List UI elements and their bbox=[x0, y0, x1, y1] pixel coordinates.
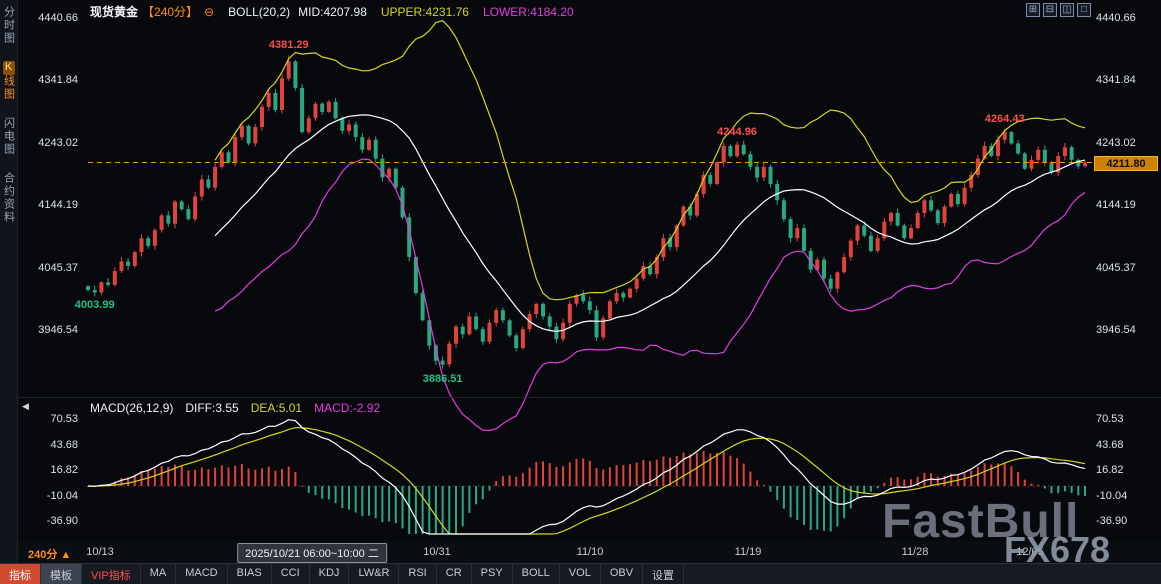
time-axis: 240分 ▲ 10/13 10/31 11/10 11/19 11/28 12/05 202… bbox=[18, 541, 1161, 563]
toolbar-tab-BIAS[interactable]: BIAS bbox=[228, 564, 272, 584]
boll-lower-value: LOWER:4184.20 bbox=[482, 4, 574, 19]
window-layout-icons: ⊞ ⊟ ◫ □ bbox=[1026, 3, 1091, 17]
current-price-badge: 4211.80 bbox=[1094, 155, 1158, 171]
toolbar-tab-指标[interactable]: 指标 bbox=[0, 564, 41, 584]
layout-vertical-split-icon[interactable]: ◫ bbox=[1060, 3, 1074, 17]
toolbar-tab-VOL[interactable]: VOL bbox=[560, 564, 601, 584]
price-axis-label: 3946.54 bbox=[1096, 324, 1136, 337]
boll-upper-value: UPPER:4231.76 bbox=[380, 4, 469, 19]
macd-title: MACD(26,12,9) bbox=[90, 401, 174, 415]
macd-axis-label: 43.68 bbox=[1096, 438, 1124, 451]
layout-horizontal-split-icon[interactable]: ⊟ bbox=[1043, 3, 1057, 17]
price-annotation-4244.96: 4244.96 bbox=[717, 125, 757, 138]
price-axis-label: 4341.84 bbox=[38, 74, 78, 87]
toolbar-tab-CCI[interactable]: CCI bbox=[272, 564, 310, 584]
macd-diff-value: DIFF:3.55 bbox=[185, 401, 239, 415]
price-annotation-3886.51: 3886.51 bbox=[422, 372, 463, 385]
macd-macd-value: MACD:-2.92 bbox=[314, 401, 381, 415]
layout-single-pane-icon[interactable]: □ bbox=[1077, 3, 1091, 17]
sidebar-item-0[interactable]: 分时图 bbox=[2, 6, 15, 45]
macd-header: MACD(26,12,9) DIFF:3.55 DEA:5.01 MACD:-2… bbox=[90, 401, 380, 415]
macd-axis-label: 16.82 bbox=[50, 464, 78, 477]
macd-axis-label: 70.53 bbox=[1096, 413, 1124, 426]
toolbar-tab-MACD[interactable]: MACD bbox=[176, 564, 228, 584]
chart-type-sidebar: 分时图 K线图闪电图合约资料 bbox=[0, 0, 18, 563]
macd-axis-label: 16.82 bbox=[1096, 464, 1124, 477]
layout-grid-icon[interactable]: ⊞ bbox=[1026, 3, 1040, 17]
time-tick: 11/10 bbox=[576, 546, 604, 558]
time-axis-period[interactable]: 240分 ▲ bbox=[28, 549, 72, 561]
toolbar-tab-CR[interactable]: CR bbox=[437, 564, 472, 584]
sidebar-item-1[interactable]: K线图 bbox=[2, 61, 15, 101]
macd-axis-label: 43.68 bbox=[50, 438, 78, 451]
symbol-name: 现货黄金 bbox=[90, 5, 139, 19]
time-tick: 10/13 bbox=[86, 546, 114, 558]
toolbar-tab-LW&R[interactable]: LW&R bbox=[349, 564, 400, 584]
toolbar-tab-设置[interactable]: 设置 bbox=[643, 564, 685, 584]
price-annotation-4381.29: 4381.29 bbox=[268, 39, 309, 52]
macd-axis-label: -10.04 bbox=[1096, 489, 1128, 502]
macd-dea-value: DEA:5.01 bbox=[250, 401, 303, 415]
toolbar-tab-BOLL[interactable]: BOLL bbox=[513, 564, 560, 584]
price-axis-label: 4144.19 bbox=[1096, 199, 1136, 212]
time-tick: 12/05 bbox=[1016, 546, 1044, 558]
fastbull-watermark: FastBull bbox=[882, 495, 1080, 548]
price-annotation-4264.43: 4264.43 bbox=[984, 113, 1025, 126]
price-axis-label: 4243.02 bbox=[38, 136, 78, 149]
price-axis-label: 4440.66 bbox=[1096, 12, 1136, 24]
toolbar-tab-VIP指标[interactable]: VIP指标 bbox=[82, 564, 141, 584]
macd-axis-label: 70.53 bbox=[50, 413, 78, 426]
price-axis-label: 4045.37 bbox=[38, 261, 78, 274]
price-axis-label: 4243.02 bbox=[1096, 136, 1136, 149]
price-axis-label: 4440.66 bbox=[38, 12, 78, 24]
toolbar-tab-KDJ[interactable]: KDJ bbox=[310, 564, 350, 584]
toolbar-tab-MA[interactable]: MA bbox=[141, 564, 177, 584]
indicator-toolbar: 指标 模板 VIP指标 MA MACD BIAS CCI KDJ LW&R RSI CR PSY BOL… bbox=[0, 563, 1161, 584]
collapse-macd-icon[interactable]: ◀ bbox=[22, 401, 29, 411]
toolbar-tab-PSY[interactable]: PSY bbox=[472, 564, 513, 584]
period-label[interactable]: 【240分】 bbox=[142, 5, 199, 19]
price-axis-label: 4341.84 bbox=[1096, 74, 1136, 87]
toolbar-tab-模板[interactable]: 模板 bbox=[41, 564, 82, 584]
period-link-icon[interactable]: ⊖ bbox=[204, 4, 215, 19]
price-axis-label: 4144.19 bbox=[38, 199, 78, 212]
price-axis-label: 3946.54 bbox=[38, 324, 78, 337]
boll-mid-value: MID:4207.98 bbox=[298, 4, 367, 19]
chart-header: 现货黄金 【240分】 ⊖ BOLL(20,2) MID:4207.98 UPP… bbox=[90, 3, 574, 20]
time-tick: 11/28 bbox=[901, 546, 929, 558]
sidebar-item-3[interactable]: 合约资料 bbox=[2, 172, 15, 224]
price-annotation-4003.99: 4003.99 bbox=[74, 298, 115, 311]
panel-divider bbox=[18, 397, 1161, 398]
toolbar-tab-RSI[interactable]: RSI bbox=[399, 564, 437, 584]
time-tick: 10/31 bbox=[423, 546, 451, 558]
active-tab-cap: K bbox=[2, 61, 15, 75]
toolbar-tab-OBV[interactable]: OBV bbox=[601, 564, 644, 584]
sidebar-item-2[interactable]: 闪电图 bbox=[2, 117, 15, 156]
macd-axis-label: -36.90 bbox=[46, 515, 78, 528]
price-axis-label: 4045.37 bbox=[1096, 261, 1136, 274]
macd-axis-label: -10.04 bbox=[46, 489, 78, 502]
macd-axis-label: -36.90 bbox=[1096, 515, 1128, 528]
indicator-label: BOLL(20,2) bbox=[228, 4, 291, 19]
crosshair-time-label: 2025/10/21 06:00~10:00 二 bbox=[237, 543, 387, 563]
time-tick: 11/19 bbox=[734, 546, 762, 558]
